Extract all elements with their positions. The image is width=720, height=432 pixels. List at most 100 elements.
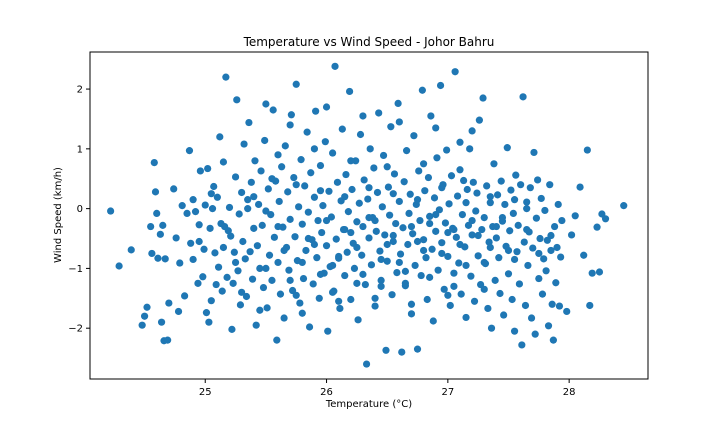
scatter-point <box>395 197 403 206</box>
scatter-point <box>287 111 295 119</box>
scatter-point <box>441 219 450 227</box>
scatter-point <box>181 292 189 300</box>
scatter-point <box>231 258 240 267</box>
scatter-point <box>474 231 482 240</box>
scatter-point <box>259 283 268 292</box>
scatter-point <box>253 242 261 250</box>
scatter-point <box>542 267 550 275</box>
scatter-point <box>284 188 292 196</box>
scatter-point <box>191 208 200 216</box>
scatter-point <box>205 318 213 326</box>
scatter-point <box>509 209 517 218</box>
scatter-point <box>495 254 503 262</box>
scatter-point <box>450 282 458 290</box>
scatter-point <box>504 270 513 278</box>
scatter-point <box>202 309 211 317</box>
scatter-point <box>216 133 224 141</box>
scatter-point <box>515 280 524 288</box>
scatter-point <box>341 225 349 234</box>
scatter-point <box>520 238 528 246</box>
scatter-point <box>500 311 508 319</box>
scatter-point <box>388 291 396 299</box>
scatter-point <box>213 193 221 201</box>
scatter-point <box>345 87 354 96</box>
scatter-point <box>290 173 298 182</box>
scatter-point <box>455 259 463 267</box>
scatter-point <box>319 202 327 210</box>
scatter-point <box>462 261 470 270</box>
scatter-point <box>341 271 349 280</box>
scatter-point <box>407 300 416 308</box>
scatter-point <box>547 246 555 255</box>
scatter-point <box>544 322 553 330</box>
scatter-point <box>379 151 388 160</box>
scatter-point <box>310 240 319 249</box>
scatter-point <box>315 294 323 302</box>
scatter-point <box>265 251 274 259</box>
scatter-point <box>513 248 521 256</box>
scatter-point <box>165 299 173 307</box>
scatter-point <box>456 138 464 146</box>
scatter-point <box>571 212 579 220</box>
scatter-point <box>143 303 151 311</box>
scatter-point <box>426 273 434 281</box>
scatter-point <box>415 167 423 175</box>
scatter-point <box>324 327 332 335</box>
scatter-point <box>338 125 346 133</box>
scatter-point <box>195 237 203 246</box>
scatter-point <box>433 154 441 162</box>
scatter-point <box>365 184 373 192</box>
scatter-point <box>396 250 405 258</box>
scatter-point <box>275 197 283 206</box>
scatter-point <box>329 261 337 270</box>
scatter-point <box>518 341 526 349</box>
scatter-point <box>353 218 361 226</box>
scatter-point <box>432 211 440 219</box>
y-axis-label: Wind Speed (km/h) <box>53 167 64 263</box>
scatter-point <box>478 225 486 234</box>
scatter-point <box>580 251 588 259</box>
scatter-point <box>267 211 275 219</box>
scatter-point <box>479 94 487 102</box>
scatter-point <box>189 196 197 204</box>
scatter-point <box>304 234 312 243</box>
scatter-point <box>416 216 424 225</box>
scatter-point <box>450 269 458 277</box>
scatter-point <box>389 190 397 198</box>
scatter-point <box>295 203 303 211</box>
scatter-point <box>426 219 434 228</box>
scatter-point <box>316 187 325 195</box>
scatter-point <box>389 237 397 246</box>
scatter-point <box>387 123 395 131</box>
scatter-point <box>462 313 470 322</box>
scatter-point <box>255 200 263 209</box>
scatter-point <box>501 200 509 209</box>
scatter-point <box>496 289 504 298</box>
scatter-point <box>554 200 562 209</box>
scatter-point <box>358 251 366 259</box>
scatter-point <box>262 100 270 108</box>
scatter-point <box>548 300 556 308</box>
scatter-point <box>292 80 300 88</box>
scatter-point <box>390 170 399 178</box>
scatter-point <box>262 264 270 273</box>
scatter-point <box>530 148 538 157</box>
y-tick-label: 1 <box>77 144 83 155</box>
scatter-point <box>299 274 308 283</box>
scatter-point <box>250 224 258 232</box>
scatter-point <box>292 181 300 189</box>
scatter-point <box>286 121 294 129</box>
scatter-point <box>421 187 429 195</box>
scatter-point <box>491 276 499 284</box>
scatter-point <box>424 173 433 182</box>
scatter-point <box>411 261 419 270</box>
scatter-point <box>456 240 464 249</box>
scatter-point <box>557 253 565 261</box>
scatter-point <box>540 255 548 263</box>
scatter-point <box>438 184 446 192</box>
scatter-point <box>341 193 349 201</box>
scatter-point <box>204 164 212 173</box>
scatter-point <box>219 158 228 166</box>
scatter-point <box>285 266 293 274</box>
scatter-point <box>371 216 379 225</box>
